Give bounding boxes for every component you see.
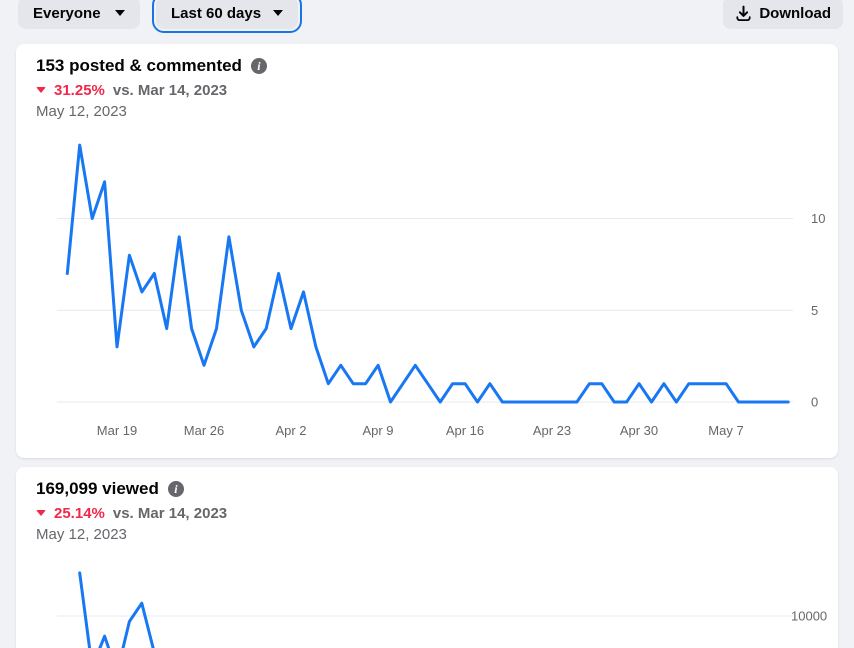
card-title-row: 153 posted & commented i: [36, 55, 267, 77]
delta-row: 31.25% vs. Mar 14, 2023: [36, 81, 227, 99]
download-icon: [736, 5, 751, 21]
svg-text:Apr 16: Apr 16: [446, 423, 484, 438]
svg-text:10000: 10000: [791, 609, 827, 624]
chevron-down-icon: [115, 10, 125, 16]
svg-text:Apr 9: Apr 9: [362, 423, 393, 438]
svg-text:Apr 2: Apr 2: [275, 423, 306, 438]
svg-text:May 7: May 7: [708, 423, 743, 438]
info-icon[interactable]: i: [167, 481, 184, 497]
posted-commented-line-chart: 0 5 10 Mar 19 Mar 26 Apr 2 Apr 9 Apr 16 Apr 23 Ap…: [57, 143, 825, 438]
viewed-line-chart: 10000: [57, 571, 827, 648]
download-button-label: Download: [759, 4, 831, 22]
info-icon[interactable]: i: [250, 58, 267, 74]
date-range-dropdown-label: Last 60 days: [171, 4, 262, 22]
toolbar: Everyone Last 60 days Download: [0, 0, 854, 44]
chevron-down-icon: [273, 10, 283, 16]
svg-text:0: 0: [811, 395, 818, 410]
audience-dropdown-label: Everyone: [33, 4, 101, 22]
card-title: 153 posted & commented: [36, 56, 242, 75]
delta-comparison: vs. Mar 14, 2023: [112, 81, 228, 99]
as-of-date: May 12, 2023: [36, 526, 127, 543]
delta-percent: 31.25%: [54, 81, 105, 99]
download-button[interactable]: Download: [723, 0, 843, 29]
date-range-dropdown[interactable]: Last 60 days: [152, 0, 302, 33]
svg-text:10: 10: [811, 211, 825, 226]
delta-percent: 25.14%: [54, 504, 105, 522]
decrease-arrow-icon: [36, 87, 46, 93]
svg-text:Mar 26: Mar 26: [184, 423, 224, 438]
audience-dropdown[interactable]: Everyone: [18, 0, 140, 29]
decrease-arrow-icon: [36, 510, 46, 516]
card-title: 169,099 viewed: [36, 479, 159, 498]
card-title-row: 169,099 viewed i: [36, 478, 184, 500]
svg-text:5: 5: [811, 303, 818, 318]
posted-commented-card: 153 posted & commented i 31.25% vs. Mar …: [16, 44, 838, 458]
svg-text:Mar 19: Mar 19: [97, 423, 137, 438]
as-of-date: May 12, 2023: [36, 103, 127, 120]
delta-row: 25.14% vs. Mar 14, 2023: [36, 504, 227, 522]
delta-comparison: vs. Mar 14, 2023: [112, 504, 228, 522]
viewed-card: 169,099 viewed i 25.14% vs. Mar 14, 2023…: [16, 467, 838, 648]
svg-text:Apr 23: Apr 23: [533, 423, 571, 438]
svg-text:Apr 30: Apr 30: [620, 423, 658, 438]
